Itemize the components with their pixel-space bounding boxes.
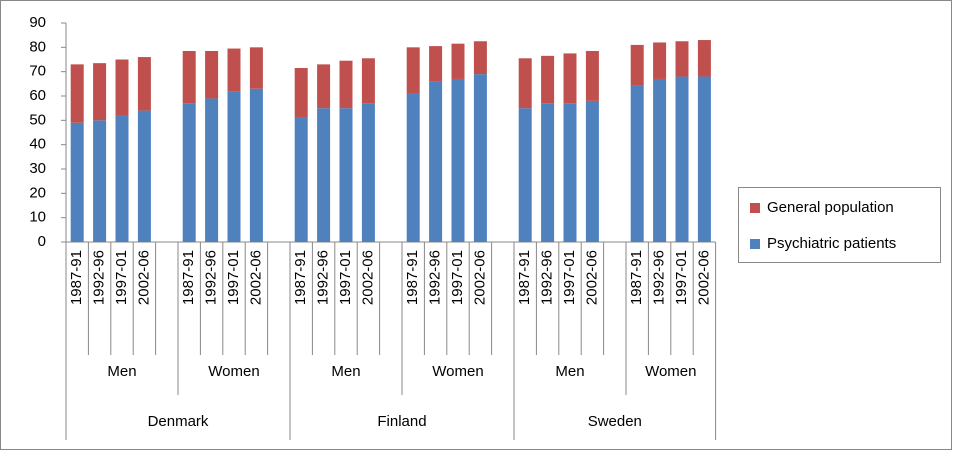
bar-segment bbox=[361, 58, 375, 104]
bar-segment bbox=[675, 41, 689, 77]
sex-group-label: Women bbox=[208, 363, 259, 380]
x-tick-label: 1992-96 bbox=[203, 250, 220, 305]
x-tick-label: 2002-06 bbox=[583, 250, 600, 305]
bar-segment bbox=[205, 50, 219, 99]
y-tick-label: 90 bbox=[29, 14, 46, 31]
bar-segment bbox=[115, 59, 129, 116]
sex-group-label: Men bbox=[555, 363, 584, 380]
x-tick-label: 1992-96 bbox=[539, 250, 556, 305]
bar-segment bbox=[339, 60, 353, 109]
legend-label: General population bbox=[767, 199, 894, 216]
bar-segment bbox=[585, 50, 599, 101]
bar-segment bbox=[93, 120, 107, 242]
y-tick-label: 80 bbox=[29, 38, 46, 55]
bar-segment bbox=[249, 88, 263, 242]
bar-segment bbox=[585, 100, 599, 242]
bar-segment bbox=[182, 50, 196, 104]
y-tick-label: 0 bbox=[38, 233, 46, 250]
x-tick-label: 2002-06 bbox=[135, 250, 152, 305]
country-label: Sweden bbox=[588, 413, 642, 430]
bar-segment bbox=[451, 78, 465, 242]
bar-segment bbox=[518, 108, 532, 243]
bar-segment bbox=[115, 115, 129, 242]
bar-segment bbox=[541, 103, 555, 242]
x-tick-label: 1992-96 bbox=[315, 250, 332, 305]
bar-segment bbox=[630, 44, 644, 86]
bar-segment bbox=[294, 68, 308, 118]
bar-segment bbox=[406, 47, 420, 94]
bar-segment bbox=[630, 85, 644, 242]
bar-segment bbox=[182, 103, 196, 242]
x-tick-label: 1992-96 bbox=[427, 250, 444, 305]
legend-swatch bbox=[750, 203, 760, 213]
x-tick-label: 2002-06 bbox=[695, 250, 712, 305]
y-tick-label: 20 bbox=[29, 184, 46, 201]
x-tick-label: 1987-91 bbox=[180, 250, 197, 305]
bar-segment bbox=[317, 108, 331, 243]
x-tick-label: 1997-01 bbox=[561, 250, 578, 305]
bar-segment bbox=[429, 46, 443, 82]
y-tick-label: 30 bbox=[29, 160, 46, 177]
x-tick-label: 1997-01 bbox=[337, 250, 354, 305]
bar-segment bbox=[563, 53, 577, 104]
bar-segment bbox=[697, 40, 711, 77]
legend-swatch bbox=[750, 239, 760, 249]
sex-group-label: Men bbox=[107, 363, 136, 380]
bar-segment bbox=[361, 103, 375, 242]
legend-label: Psychiatric patients bbox=[767, 235, 896, 252]
bar-segment bbox=[563, 103, 577, 242]
bar-segment bbox=[473, 74, 487, 242]
bar-segment bbox=[137, 57, 151, 111]
bar-segment bbox=[137, 110, 151, 242]
bar-segment bbox=[541, 55, 555, 104]
bar-segment bbox=[294, 117, 308, 242]
country-label: Finland bbox=[377, 413, 426, 430]
bar-segment bbox=[518, 58, 532, 109]
bar-segment bbox=[205, 98, 219, 242]
x-tick-label: 1997-01 bbox=[673, 250, 690, 305]
x-tick-label: 2002-06 bbox=[247, 250, 264, 305]
bar-segment bbox=[227, 48, 241, 92]
bar-segment bbox=[70, 64, 84, 123]
x-tick-label: 1987-91 bbox=[516, 250, 533, 305]
x-tick-label: 1987-91 bbox=[68, 250, 85, 305]
y-tick-label: 40 bbox=[29, 136, 46, 153]
y-tick-label: 60 bbox=[29, 87, 46, 104]
x-tick-label: 2002-06 bbox=[359, 250, 376, 305]
x-tick-label: 1992-96 bbox=[651, 250, 668, 305]
bar-segment bbox=[473, 41, 487, 75]
bar-segment bbox=[697, 76, 711, 243]
x-tick-label: 1987-91 bbox=[404, 250, 421, 305]
x-tick-label: 2002-06 bbox=[471, 250, 488, 305]
sex-group-label: Women bbox=[432, 363, 483, 380]
country-label: Denmark bbox=[148, 413, 209, 430]
bar-segment bbox=[653, 78, 667, 242]
bar-segment bbox=[227, 91, 241, 242]
x-tick-label: 1987-91 bbox=[292, 250, 309, 305]
y-tick-label: 10 bbox=[29, 209, 46, 226]
sex-group-label: Men bbox=[331, 363, 360, 380]
bar-segment bbox=[70, 122, 84, 242]
x-tick-label: 1997-01 bbox=[449, 250, 466, 305]
bar-segment bbox=[339, 108, 353, 243]
bar-segment bbox=[675, 76, 689, 243]
legend-box bbox=[738, 187, 941, 263]
bar-segment bbox=[653, 42, 667, 79]
x-tick-label: 1997-01 bbox=[225, 250, 242, 305]
sex-group-label: Women bbox=[645, 363, 696, 380]
x-tick-label: 1997-01 bbox=[113, 250, 130, 305]
bar-segment bbox=[429, 81, 443, 243]
bar-segment bbox=[317, 64, 331, 109]
bar-segment bbox=[451, 43, 465, 79]
y-tick-label: 50 bbox=[29, 111, 46, 128]
bar-segment bbox=[93, 63, 107, 121]
x-tick-label: 1992-96 bbox=[91, 250, 108, 305]
bar-segment bbox=[406, 93, 420, 242]
bar-segment bbox=[249, 47, 263, 89]
y-tick-label: 70 bbox=[29, 63, 46, 80]
x-tick-label: 1987-91 bbox=[628, 250, 645, 305]
